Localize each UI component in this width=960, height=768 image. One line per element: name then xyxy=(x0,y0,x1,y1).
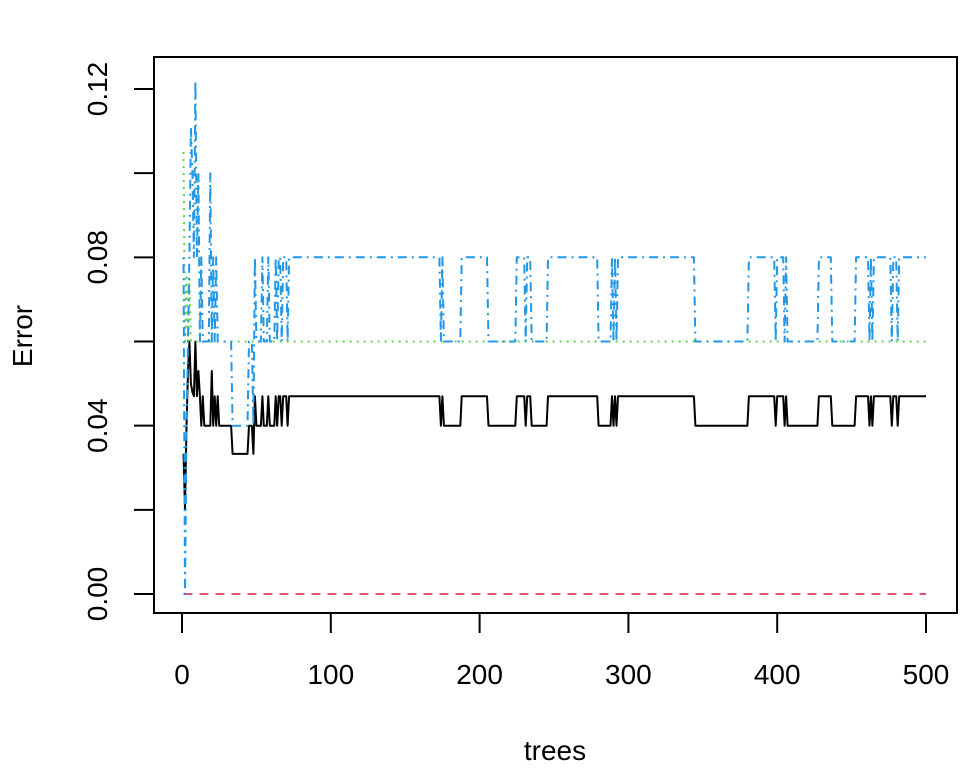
series-line-3 xyxy=(182,152,926,343)
y-tick-label: 0.04 xyxy=(82,398,113,453)
x-tick-label: 300 xyxy=(605,659,652,690)
x-tick-label: 200 xyxy=(456,659,503,690)
y-axis-title: Error xyxy=(7,305,38,367)
plot-frame xyxy=(153,56,958,614)
x-tick-label: 400 xyxy=(754,659,801,690)
x-tick-label: 100 xyxy=(307,659,354,690)
y-tick-label: 0.12 xyxy=(82,62,113,117)
x-axis: 0 100 200 300 400 500 xyxy=(174,612,950,690)
y-axis: 0.00 0.04 0.08 0.12 xyxy=(82,62,155,622)
x-tick-label: 0 xyxy=(174,659,190,690)
y-tick-label: 0.08 xyxy=(82,230,113,285)
x-axis-title: trees xyxy=(524,735,586,766)
y-tick-label: 0.00 xyxy=(82,567,113,622)
series-layer xyxy=(182,79,926,595)
series-line-1 xyxy=(182,340,926,511)
x-tick-label: 500 xyxy=(903,659,950,690)
series-line-4 xyxy=(182,79,926,595)
